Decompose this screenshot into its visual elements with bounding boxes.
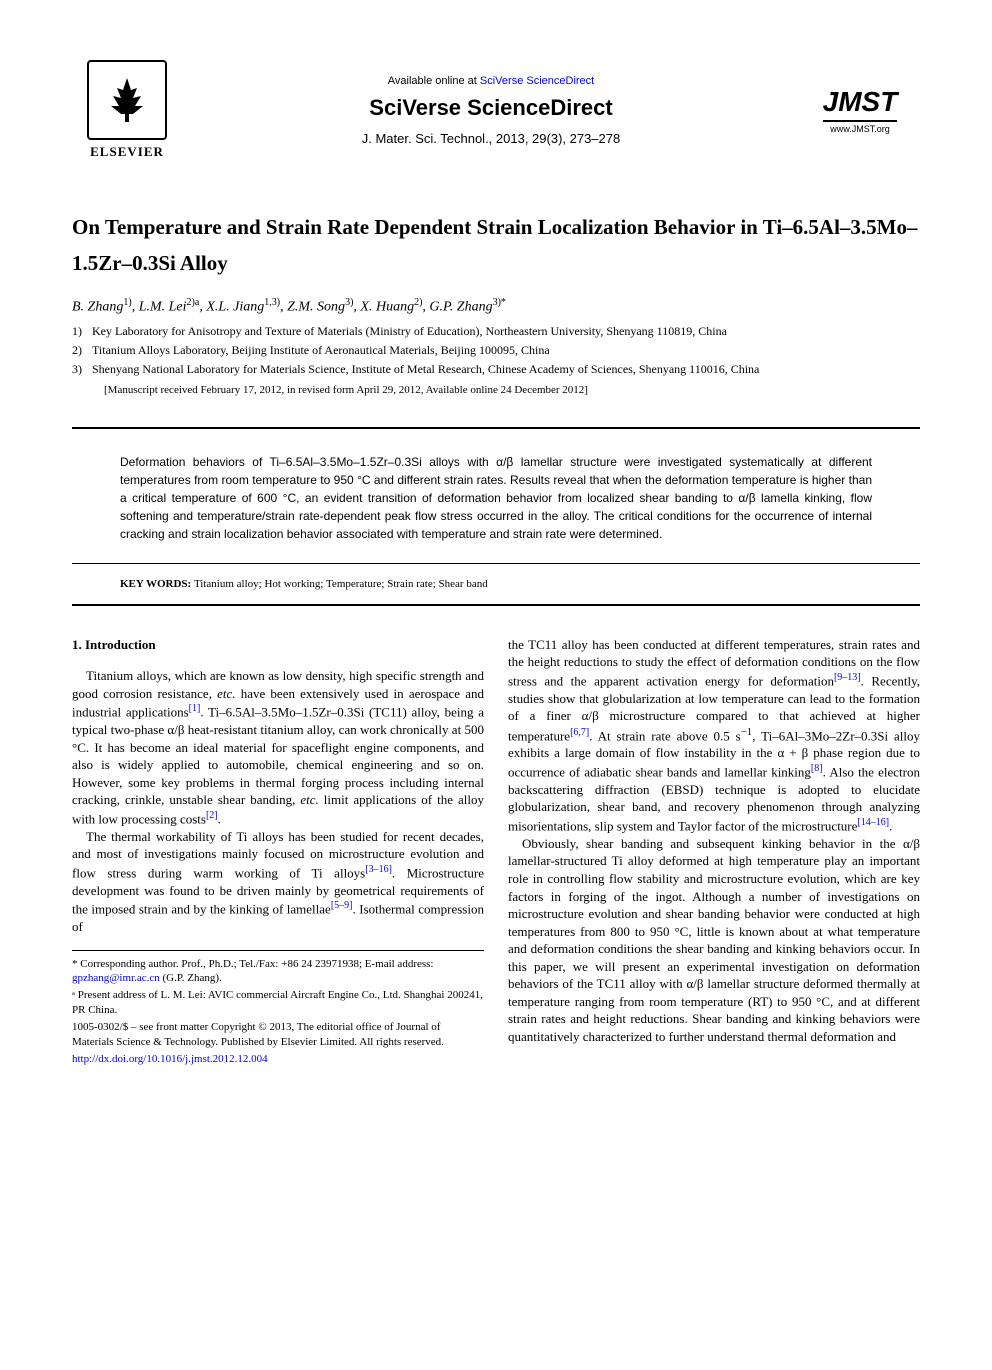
- jmst-logo-text: JMST: [823, 86, 898, 122]
- footnote-email-suffix: (G.P. Zhang).: [160, 972, 222, 984]
- sciverse-link[interactable]: SciVerse ScienceDirect: [480, 75, 594, 87]
- footnotes: * Corresponding author. Prof., Ph.D.; Te…: [72, 950, 484, 1067]
- affiliation-text: Key Laboratory for Anisotropy and Textur…: [92, 322, 727, 340]
- body-columns: 1. Introduction Titanium alloys, which a…: [72, 636, 920, 1069]
- header-center: Available online at SciVerse ScienceDire…: [182, 75, 800, 146]
- affiliation-num: 3): [72, 360, 92, 378]
- keywords-line: KEY WORDS: Titanium alloy; Hot working; …: [72, 564, 920, 604]
- footnote-copyright: 1005-0302/$ – see front matter Copyright…: [72, 1020, 484, 1050]
- right-column: the TC11 alloy has been conducted at dif…: [508, 636, 920, 1069]
- keywords-label: KEY WORDS:: [120, 578, 194, 590]
- left-column: 1. Introduction Titanium alloys, which a…: [72, 636, 484, 1069]
- sciverse-title: SciVerse ScienceDirect: [202, 95, 780, 121]
- jmst-logo: JMST www.JMST.org: [800, 86, 920, 134]
- authors-line: B. Zhang1), L.M. Lei2)a, X.L. Jiang1,3),…: [72, 297, 920, 316]
- doi-link[interactable]: http://dx.doi.org/10.1016/j.jmst.2012.12…: [72, 1053, 268, 1065]
- footnote-corresponding: * Corresponding author. Prof., Ph.D.; Te…: [72, 957, 484, 987]
- available-online: Available online at SciVerse ScienceDire…: [202, 75, 780, 87]
- footnote-corresponding-text: * Corresponding author. Prof., Ph.D.; Te…: [72, 958, 433, 970]
- jmst-url: www.JMST.org: [830, 124, 890, 134]
- manuscript-info: [Manuscript received February 17, 2012, …: [104, 382, 920, 399]
- available-online-prefix: Available online at: [388, 75, 480, 87]
- article-title: On Temperature and Strain Rate Dependent…: [72, 210, 920, 281]
- affiliations: 1) Key Laboratory for Anisotropy and Tex…: [72, 322, 920, 399]
- corresponding-email-link[interactable]: gpzhang@imr.ac.cn: [72, 972, 160, 984]
- affiliation-2: 2) Titanium Alloys Laboratory, Beijing I…: [72, 341, 920, 359]
- section-heading-intro: 1. Introduction: [72, 636, 484, 654]
- affiliation-text: Titanium Alloys Laboratory, Beijing Inst…: [92, 341, 550, 359]
- intro-para-2: The thermal workability of Ti alloys has…: [72, 828, 484, 936]
- keywords-text: Titanium alloy; Hot working; Temperature…: [194, 578, 488, 590]
- abstract-text: Deformation behaviors of Ti–6.5Al–3.5Mo–…: [72, 429, 920, 564]
- journal-citation: J. Mater. Sci. Technol., 2013, 29(3), 27…: [202, 131, 780, 146]
- affiliation-text: Shenyang National Laboratory for Materia…: [92, 360, 759, 378]
- journal-header: ELSEVIER Available online at SciVerse Sc…: [72, 60, 920, 160]
- elsevier-tree-icon: [87, 60, 167, 140]
- elsevier-logo: ELSEVIER: [72, 60, 182, 160]
- intro-para-1: Titanium alloys, which are known as low …: [72, 667, 484, 828]
- intro-para-3: the TC11 alloy has been conducted at dif…: [508, 636, 920, 835]
- affiliation-num: 2): [72, 341, 92, 359]
- elsevier-text: ELSEVIER: [90, 144, 164, 160]
- affiliation-3: 3) Shenyang National Laboratory for Mate…: [72, 360, 920, 378]
- abstract-block: Deformation behaviors of Ti–6.5Al–3.5Mo–…: [72, 427, 920, 606]
- footnote-doi: http://dx.doi.org/10.1016/j.jmst.2012.12…: [72, 1052, 484, 1067]
- affiliation-num: 1): [72, 322, 92, 340]
- affiliation-1: 1) Key Laboratory for Anisotropy and Tex…: [72, 322, 920, 340]
- footnote-present-address: ᵃ Present address of L. M. Lei: AVIC com…: [72, 988, 484, 1018]
- intro-para-4: Obviously, shear banding and subsequent …: [508, 835, 920, 1046]
